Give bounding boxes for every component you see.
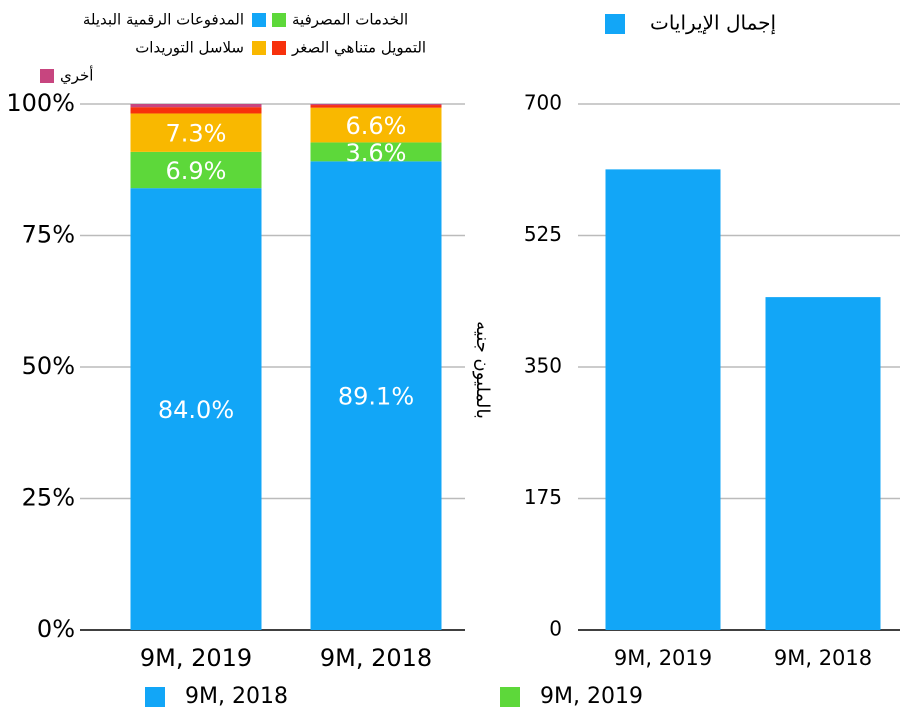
legend-swatch [252,13,266,27]
legend-swatch [272,13,286,27]
bar-segment [130,151,262,189]
data-label: 6.6% [346,112,407,140]
y-tick-label: 0% [37,615,75,643]
bar-segment [310,104,442,106]
data-label: 7.3% [166,120,227,148]
y-tick-label: 0 [549,617,562,641]
bar [765,297,881,630]
legend-swatch [40,69,54,83]
x-tick-label: 9M, 2018 [320,644,432,672]
bar-segment [130,113,262,152]
y-tick-label: 25% [22,484,75,512]
y-tick-label: 175 [524,485,562,509]
legend-swatch [500,687,520,707]
legend-label: الخدمات المصرفية [292,11,408,29]
data-label: 3.6% [346,139,407,167]
legend-label: التمويل متناهي الصغر [291,39,426,58]
y-tick-label: 700 [524,91,562,115]
y-tick-label: 525 [524,222,562,246]
bar-segment [310,161,442,631]
data-label: 84.0% [158,396,234,424]
bar-segment [310,107,442,143]
legend-swatch [252,41,266,55]
legend-label: 9M, 2019 [540,684,643,709]
bar-segment [310,142,442,162]
y-tick-label: 350 [524,354,562,378]
y-axis-label: بالمليون جنيه [472,321,493,419]
x-tick-label: 9M, 2018 [774,646,872,670]
x-tick-label: 9M, 2019 [614,646,712,670]
bar-segment [130,107,262,114]
legend-swatch [272,41,286,55]
bar [605,169,721,631]
x-tick-label: 9M, 2019 [140,644,252,672]
legend-label: إجمال الإيرايات [650,11,776,36]
legend-label: المدفوعات الرقمية البديلة [83,11,244,29]
y-tick-label: 100% [6,89,75,117]
legend-swatch [145,687,165,707]
legend-label: سلاسل التوريدات [135,39,244,57]
legend-label: 9M, 2018 [185,684,288,709]
legend-swatch [605,14,625,34]
bar-segment [130,104,262,108]
bar-segment [310,105,442,108]
data-label: 6.9% [166,157,227,185]
bar-segment [130,188,262,630]
data-label: 89.1% [338,383,414,411]
y-tick-label: 75% [22,221,75,249]
legend-label: أخري [60,66,93,86]
y-tick-label: 50% [22,352,75,380]
